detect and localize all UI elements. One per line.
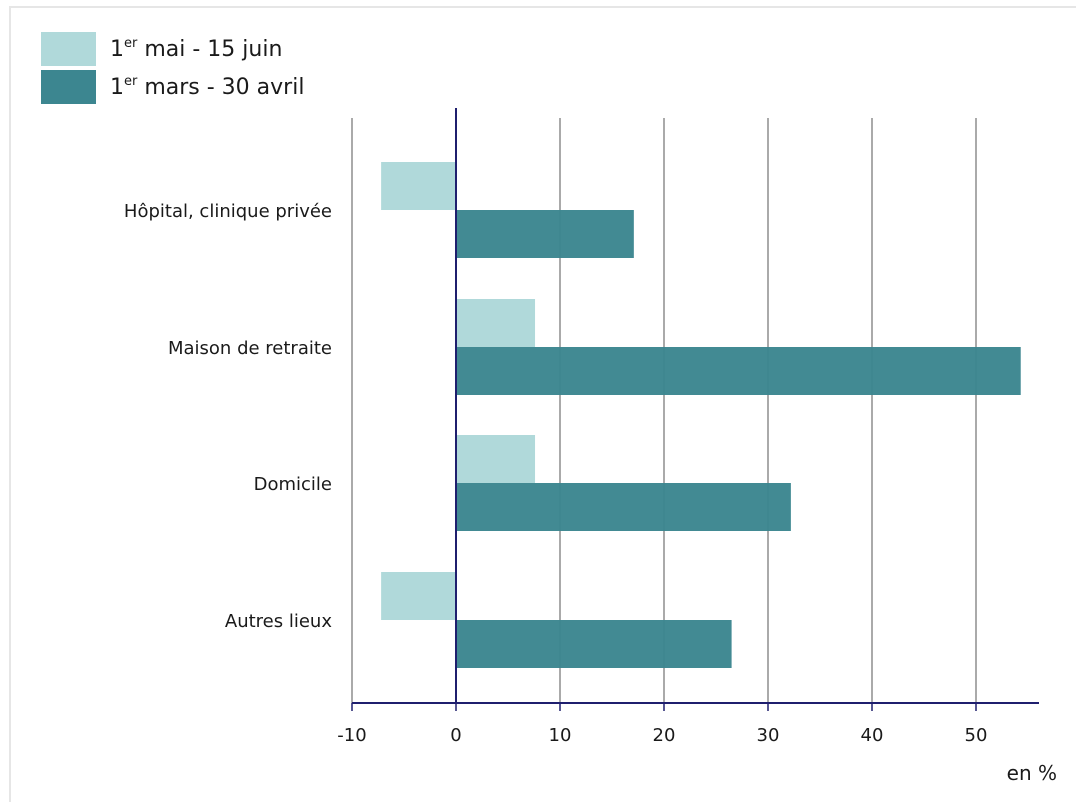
x-tick-label-20: 20	[653, 725, 676, 746]
x-tick-label-50: 50	[965, 725, 988, 746]
legend-swatch-may-june	[41, 32, 96, 66]
bar-may-june-1	[456, 299, 536, 347]
legend-label-may-june: 1er mai - 15 juin	[110, 36, 283, 62]
chart-frame	[9, 6, 1076, 802]
bar-may-june-0	[381, 162, 456, 210]
x-tick-label-40: 40	[861, 725, 884, 746]
category-label-3: Autres lieux	[225, 611, 332, 632]
x-tick-label-30: 30	[757, 725, 780, 746]
bar-may-june-2	[456, 435, 536, 483]
bar-may-june-3	[381, 572, 456, 620]
category-label-2: Domicile	[254, 474, 332, 495]
category-label-1: Maison de retraite	[168, 338, 332, 359]
legend-item-may-june: 1er mai - 15 juin	[41, 32, 282, 66]
x-tick-label--10: -10	[337, 725, 366, 746]
x-tick-label-10: 10	[549, 725, 572, 746]
x-tick-label-0: 0	[450, 725, 461, 746]
bar-march-april-0	[456, 210, 634, 258]
bar-march-april-1	[456, 347, 1021, 395]
bar-march-april-2	[456, 483, 791, 531]
legend-item-march-april: 1er mars - 30 avril	[41, 70, 304, 104]
legend-swatch-march-april	[41, 70, 96, 104]
unit-label: en %	[1007, 761, 1057, 785]
legend-label-march-april: 1er mars - 30 avril	[110, 74, 305, 100]
bar-march-april-3	[456, 620, 732, 668]
category-label-0: Hôpital, clinique privée	[124, 201, 332, 222]
